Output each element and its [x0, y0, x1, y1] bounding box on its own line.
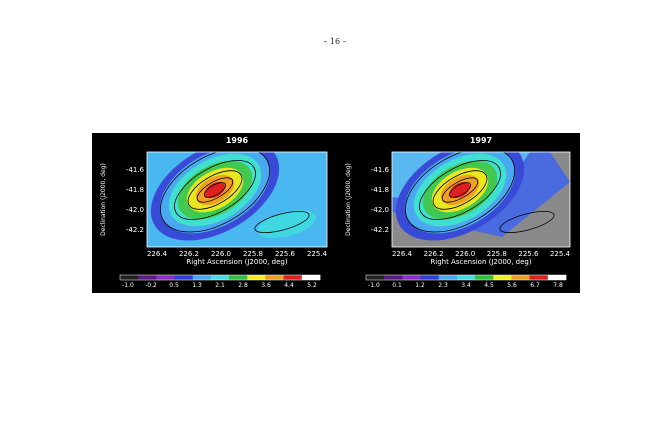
- x-tick-label: 226.4: [392, 250, 413, 258]
- colorbar-cell: [547, 275, 567, 280]
- x-tick-label: 226.2: [179, 250, 199, 258]
- contour: [404, 152, 516, 233]
- colorbar-tick-label: 3.6: [261, 282, 271, 289]
- contour: [174, 160, 256, 220]
- contour: [441, 177, 479, 203]
- heatmap-region: [204, 181, 226, 199]
- contour: [499, 211, 555, 233]
- x-tick-label: 225.8: [243, 250, 263, 258]
- y-tick-label: -41.8: [371, 186, 389, 194]
- heatmap-region: [257, 210, 317, 238]
- colorbar-tick-label: 4.5: [484, 282, 494, 289]
- plot-frame: [391, 151, 571, 248]
- y-axis-label: Declination (J2000, deg): [100, 163, 107, 236]
- y-tick-label: -42.2: [126, 226, 144, 234]
- colorbar-cell: [210, 275, 230, 280]
- contour: [159, 152, 271, 233]
- colorbar-cell: [438, 275, 458, 280]
- contour: [448, 182, 472, 198]
- colorbar-cell: [229, 275, 248, 280]
- colorbar-cell: [120, 275, 139, 280]
- colorbar-cell: [475, 275, 494, 280]
- panel-title: 1997: [470, 136, 492, 145]
- colorbar-tick-label: -1.0: [368, 282, 380, 289]
- colorbar-cell: [402, 275, 421, 280]
- colorbar-tick-label: 0.1: [392, 282, 402, 289]
- colorbar-cell: [192, 275, 212, 280]
- contour: [432, 170, 488, 210]
- contour: [254, 211, 310, 233]
- y-tick-label: -42.2: [371, 226, 389, 234]
- x-tick-label: 226.2: [424, 250, 444, 258]
- colorbar-tick-label: 0.5: [169, 282, 179, 289]
- colorbar-cell: [283, 275, 303, 280]
- panel: 1997 -41.6 -41.8 -42.0 -42.2 Declination (J20…: [345, 136, 571, 289]
- colorbar-tick-label: -0.2: [145, 282, 157, 289]
- y-tick-label: -42.0: [371, 206, 389, 214]
- colorbar-tick-label: -1.0: [122, 282, 134, 289]
- x-tick-label: 225.8: [487, 250, 507, 258]
- x-tick-label: 225.6: [275, 250, 296, 258]
- colorbar-tick-label: 5.2: [307, 282, 317, 289]
- x-tick-label: 226.4: [147, 250, 168, 258]
- y-tick-label: -42.0: [126, 206, 144, 214]
- colorbar-cell: [247, 275, 266, 280]
- x-tick-label: 225.6: [518, 250, 539, 258]
- heatmap-region: [449, 181, 471, 199]
- x-axis-label: Right Ascension (J2000, deg): [430, 258, 531, 266]
- plot-frame: [146, 151, 328, 248]
- panel: 1996 -41.6 -41.8 -42.0 -42.2 Declination (J20…: [100, 136, 328, 289]
- colorbar-cell: [529, 275, 549, 280]
- x-tick-label: 226.0: [211, 250, 231, 258]
- y-tick-label: -41.6: [371, 166, 390, 174]
- colorbar-cell: [384, 275, 403, 280]
- heatmap: [392, 152, 570, 247]
- x-tick-label: 225.4: [550, 250, 571, 258]
- colorbar-frame: [119, 274, 321, 281]
- contour: [419, 160, 501, 220]
- colorbar-cell: [420, 275, 440, 280]
- heatmap: [147, 152, 327, 247]
- colorbar-tick-label: 1.2: [415, 282, 425, 289]
- contour: [196, 177, 234, 203]
- contour: [203, 182, 227, 198]
- colorbar-cell: [493, 275, 512, 280]
- y-tick-label: -41.6: [126, 166, 145, 174]
- panel-title: 1996: [226, 136, 249, 145]
- colorbar-cell: [511, 275, 530, 280]
- colorbar-tick-label: 2.3: [438, 282, 448, 289]
- colorbar-cell: [456, 275, 476, 280]
- colorbar-tick-label: 1.3: [192, 282, 202, 289]
- colorbar-cell: [174, 275, 194, 280]
- x-axis-label: Right Ascension (J2000, deg): [186, 258, 287, 266]
- y-axis-label: Declination (J2000, deg): [345, 163, 352, 236]
- colorbar-tick-label: 5.6: [507, 282, 517, 289]
- colorbar-tick-label: 2.8: [238, 282, 248, 289]
- colorbar-cell: [265, 275, 284, 280]
- colorbar-cell: [138, 275, 157, 280]
- colorbar-cell: [301, 275, 321, 280]
- colorbar-tick-label: 3.4: [461, 282, 471, 289]
- x-tick-label: 226.0: [455, 250, 475, 258]
- figure: 1996 -41.6 -41.8 -42.0 -42.2 Declination (J20…: [92, 133, 580, 293]
- colorbar-cell: [366, 275, 385, 280]
- x-tick-label: 225.4: [307, 250, 328, 258]
- page-number: – 16 –: [323, 37, 346, 46]
- colorbar-tick-label: 6.7: [530, 282, 540, 289]
- contour: [187, 170, 243, 210]
- colorbar-tick-label: 4.4: [284, 282, 294, 289]
- colorbar-tick-label: 7.8: [553, 282, 563, 289]
- colorbar-frame: [365, 274, 567, 281]
- colorbar-tick-label: 2.1: [215, 282, 225, 289]
- colorbar-cell: [156, 275, 175, 280]
- y-tick-label: -41.8: [126, 186, 144, 194]
